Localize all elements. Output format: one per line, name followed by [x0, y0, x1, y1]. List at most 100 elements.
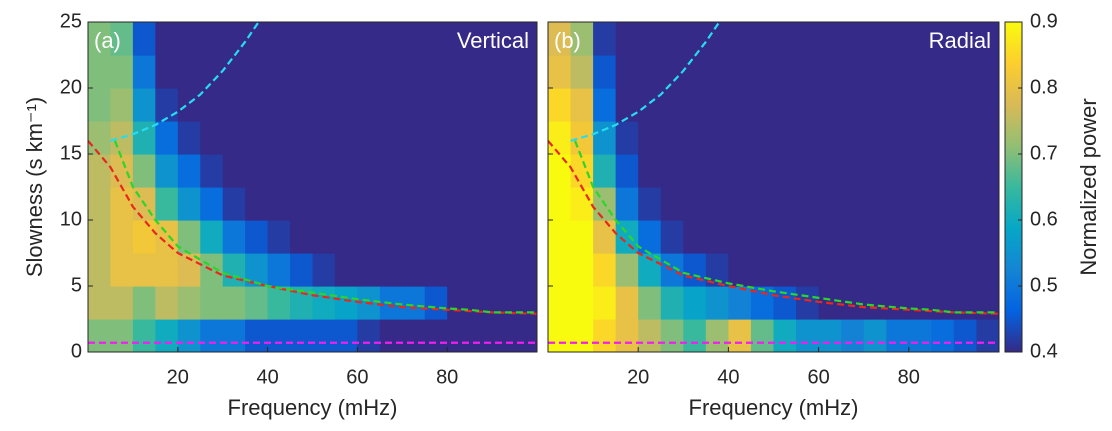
heat-cell [638, 22, 662, 56]
heat-cell [132, 154, 156, 188]
heat-cell [931, 88, 955, 122]
heat-cell [976, 88, 999, 122]
heat-cell [312, 187, 336, 221]
heat-cell [200, 154, 224, 188]
heat-cell [245, 319, 269, 352]
heat-cell [683, 22, 707, 56]
heat-cell [514, 88, 537, 122]
heat-cell [312, 55, 336, 89]
heat-cell [863, 253, 887, 287]
heat-cell [818, 121, 842, 155]
heat-cell [424, 220, 448, 254]
heat-cell [976, 319, 999, 352]
heat-cell [863, 88, 887, 122]
heat-cell [841, 22, 865, 56]
heat-cell [88, 319, 112, 352]
heat-cell [931, 253, 955, 287]
heat-cell [796, 319, 820, 352]
heat-cell [660, 187, 684, 221]
heat-cell [548, 88, 572, 122]
heat-cell [447, 121, 471, 155]
heat-cell [593, 253, 617, 287]
heat-cell [312, 121, 336, 155]
heat-cell [424, 253, 448, 287]
heat-cell [796, 286, 820, 320]
y-tick-label: 5 [71, 274, 82, 296]
heat-cell [334, 319, 358, 352]
heat-cell [796, 154, 820, 188]
heat-cell [267, 187, 291, 221]
heat-cell [447, 286, 471, 320]
heat-cell [818, 55, 842, 89]
heat-cell [750, 286, 775, 320]
heat-cell [155, 220, 179, 254]
heat-cell [110, 253, 134, 287]
heat-cell [267, 121, 291, 155]
heat-cell [110, 22, 134, 56]
heat-cell [796, 55, 820, 89]
heat-cell [953, 22, 978, 56]
colorbar-tick-label: 0.6 [1030, 208, 1058, 230]
heat-cell [796, 220, 820, 254]
heat-cell [773, 187, 797, 221]
dashed-curve [548, 140, 999, 315]
heat-cell [638, 154, 662, 188]
heat-cell [548, 22, 572, 56]
heat-cell [818, 220, 842, 254]
heat-cell [222, 121, 246, 155]
colorbar-tick-label: 0.5 [1030, 274, 1058, 296]
heat-cell [841, 154, 865, 188]
heat-cell [424, 187, 448, 221]
heat-cell [200, 121, 224, 155]
heat-cell [841, 253, 865, 287]
heat-cell [132, 319, 156, 352]
heat-cell [750, 187, 775, 221]
x-tick-label: 60 [346, 366, 368, 388]
heat-cell [593, 286, 617, 320]
heat-cell [863, 187, 887, 221]
heat-cell [334, 154, 358, 188]
heat-cell [245, 154, 269, 188]
heat-cell [615, 253, 639, 287]
heat-cell [379, 319, 403, 352]
dashed-curve [570, 22, 721, 142]
heat-cell [177, 253, 201, 287]
heat-cell [492, 286, 516, 320]
heat-cell [267, 286, 291, 320]
heat-cell [863, 319, 887, 352]
heat-cell [222, 187, 246, 221]
heat-cell [379, 154, 403, 188]
heat-cell [683, 286, 707, 320]
heat-cell [908, 55, 932, 89]
heat-cell [88, 220, 112, 254]
panel-label: (b) [554, 28, 581, 53]
heat-cell [402, 319, 426, 352]
heat-cell [638, 253, 662, 287]
heat-cell [88, 154, 112, 188]
colorbar [1004, 21, 1023, 353]
heat-cell [638, 187, 662, 221]
heat-cell [514, 319, 537, 352]
heat-cell [222, 154, 246, 188]
heat-cell [976, 154, 999, 188]
heat-cell [200, 220, 224, 254]
heat-cell [886, 286, 910, 320]
heat-cell [796, 121, 820, 155]
heat-cell [447, 187, 471, 221]
y-tick-label: 20 [60, 76, 82, 98]
heat-cell [908, 22, 932, 56]
heat-cell [402, 88, 426, 122]
heat-cell [379, 187, 403, 221]
heat-cell [110, 319, 134, 352]
heat-cell [818, 253, 842, 287]
heat-cell [492, 55, 516, 89]
panel-title: Radial [929, 28, 991, 53]
heat-cell [357, 220, 381, 254]
heat-cell [155, 22, 179, 56]
heat-cell [334, 187, 358, 221]
heat-cell [728, 121, 752, 155]
heat-cell [88, 187, 112, 221]
heat-cell [615, 55, 639, 89]
heat-cell [796, 88, 820, 122]
heat-cell [660, 22, 684, 56]
